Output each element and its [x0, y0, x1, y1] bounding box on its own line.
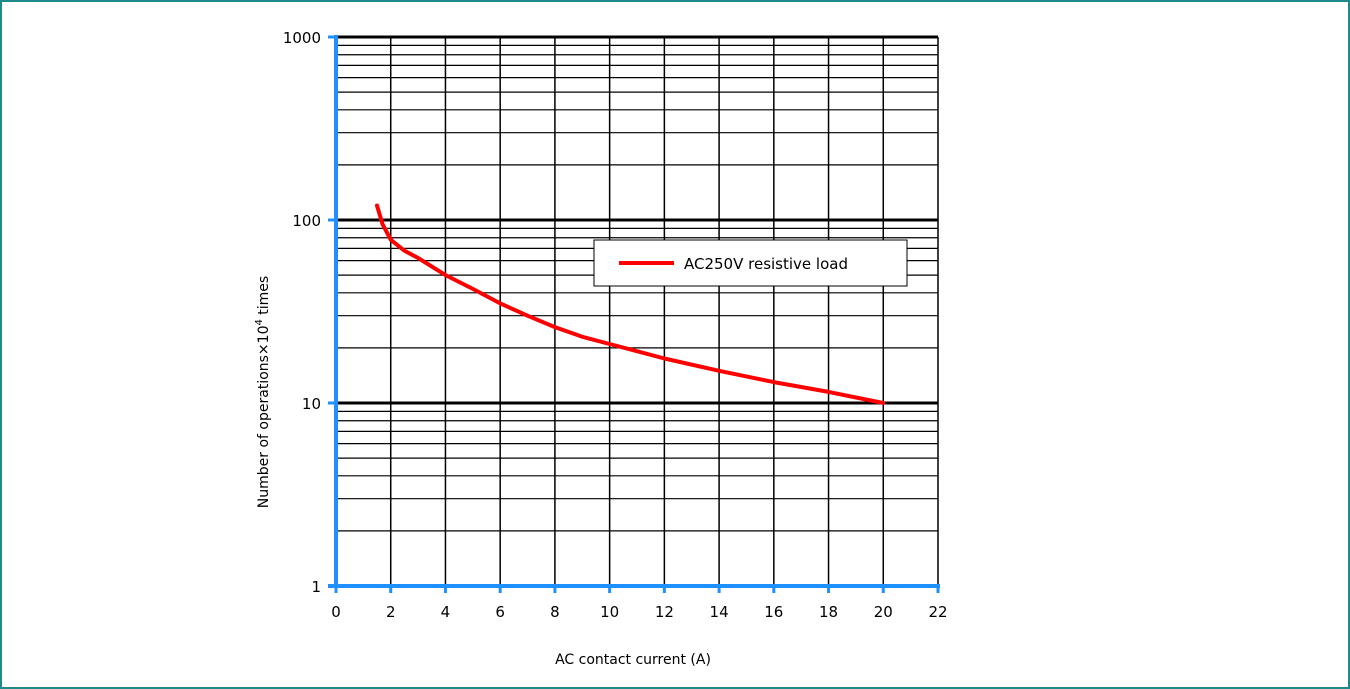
minor-grid — [336, 37, 939, 586]
x-axis-title: AC contact current (A) — [555, 652, 711, 668]
x-tick-label: 2 — [386, 603, 396, 621]
x-tick-labels: 0 2 4 6 8 10 12 14 16 18 20 22 — [331, 603, 947, 621]
y-tick-label: 10 — [302, 395, 321, 413]
series-group — [375, 203, 886, 405]
y-axis-title-main: Number of operations×10 — [256, 326, 272, 509]
y-tick-label: 1 — [311, 578, 321, 596]
axes — [328, 35, 940, 593]
x-tick-label: 12 — [655, 603, 674, 621]
x-tick-label: 18 — [819, 603, 838, 621]
major-grid — [336, 35, 938, 405]
x-tick-label: 6 — [495, 603, 505, 621]
y-tick-labels: 1 10 100 1000 — [283, 29, 321, 596]
legend: AC250V resistive load — [593, 239, 908, 287]
y-tick-label: 100 — [292, 212, 321, 230]
y-axis-title-exponent: 4 — [254, 319, 265, 325]
x-tick-label: 22 — [928, 603, 947, 621]
x-tick-label: 14 — [710, 603, 729, 621]
x-tick-label: 10 — [600, 603, 619, 621]
legend-label: AC250V resistive load — [684, 255, 848, 273]
x-tick-label: 20 — [874, 603, 893, 621]
x-tick-label: 16 — [764, 603, 783, 621]
x-tick-label: 4 — [441, 603, 451, 621]
x-tick-label: 8 — [550, 603, 560, 621]
y-tick-label: 1000 — [283, 29, 321, 47]
series-line — [375, 203, 886, 405]
x-tick-label: 0 — [331, 603, 341, 621]
y-axis-title: Number of operations×104 times — [254, 276, 272, 508]
y-axis-title-suffix: times — [256, 276, 272, 319]
